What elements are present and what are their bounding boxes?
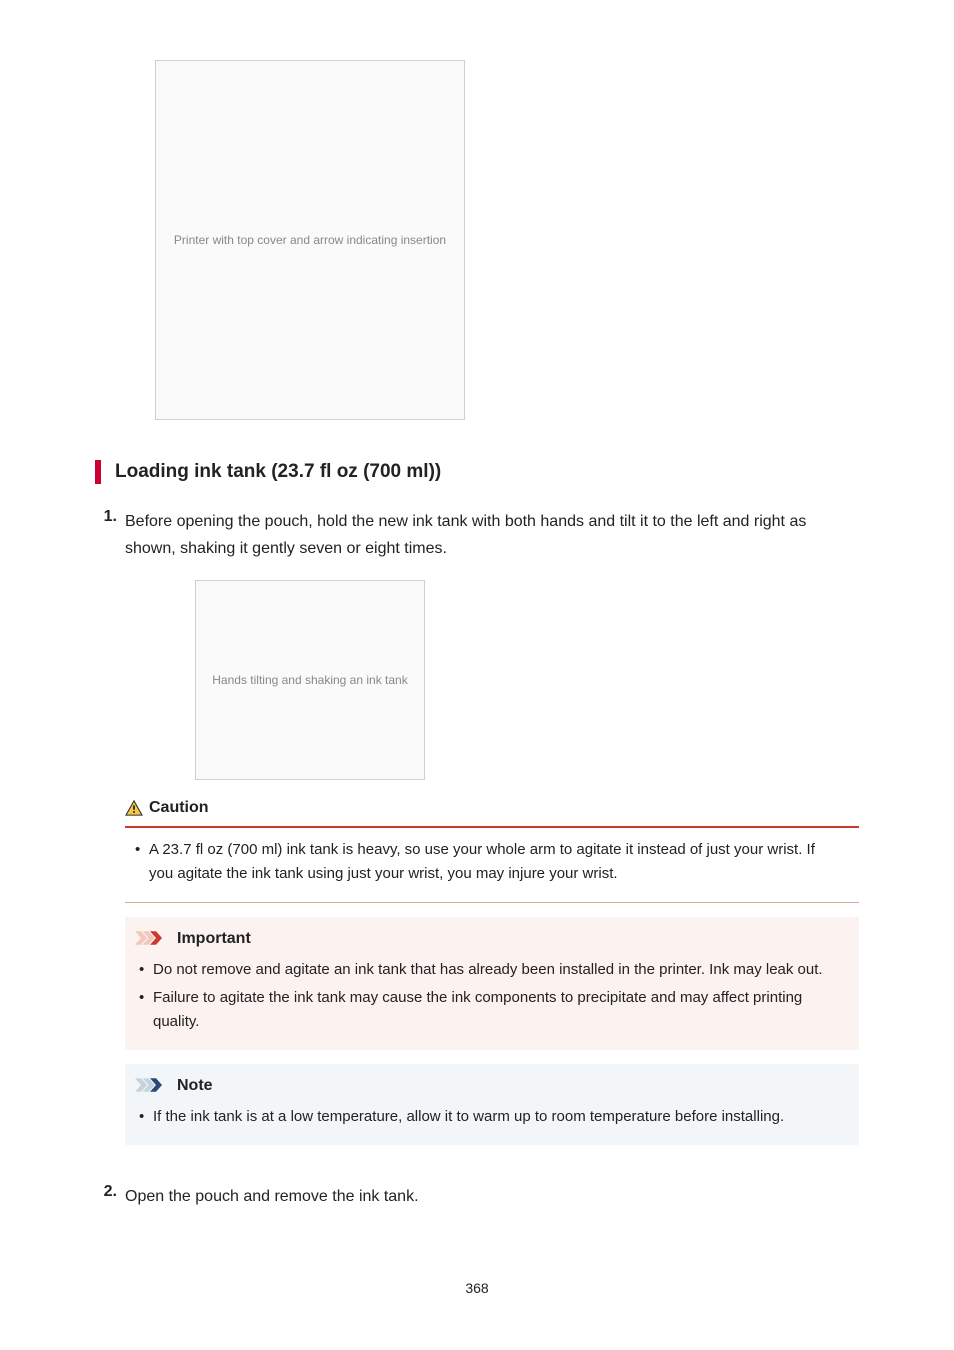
- figure-alt: Printer with top cover and arrow indicat…: [174, 233, 446, 247]
- caution-item: A 23.7 fl oz (700 ml) ink tank is heavy,…: [131, 838, 853, 886]
- warning-triangle-icon: [125, 800, 143, 816]
- important-bullets: Do not remove and agitate an ink tank th…: [135, 958, 849, 1034]
- section-heading-row: Loading ink tank (23.7 fl oz (700 ml)): [95, 460, 859, 484]
- chevrons-icon: [135, 930, 171, 946]
- chevrons-icon: [135, 1077, 171, 1093]
- step-body: Open the pouch and remove the ink tank.: [125, 1183, 859, 1210]
- step-number: 1.: [95, 508, 125, 1159]
- figure-alt: Hands tilting and shaking an ink tank: [212, 670, 407, 690]
- caution-label: Caution: [149, 794, 209, 821]
- figure-printer-cover: Printer with top cover and arrow indicat…: [155, 60, 465, 420]
- caution-header: Caution: [125, 794, 859, 825]
- important-item: Do not remove and agitate an ink tank th…: [135, 958, 849, 982]
- step-number: 2.: [95, 1183, 125, 1210]
- note-bullets: If the ink tank is at a low temperature,…: [135, 1105, 849, 1129]
- note-label: Note: [177, 1072, 213, 1099]
- caution-bullets: A 23.7 fl oz (700 ml) ink tank is heavy,…: [131, 838, 853, 886]
- important-header: Important: [135, 925, 849, 952]
- figure-shake-ink-tank: Hands tilting and shaking an ink tank: [195, 580, 425, 780]
- page-content: Printer with top cover and arrow indicat…: [0, 0, 954, 1336]
- steps-list: 1. Before opening the pouch, hold the ne…: [95, 508, 859, 1210]
- section-heading: Loading ink tank (23.7 fl oz (700 ml)): [115, 461, 441, 483]
- important-callout: Important Do not remove and agitate an i…: [125, 917, 859, 1050]
- page-number: 368: [95, 1280, 859, 1296]
- caution-box: A 23.7 fl oz (700 ml) ink tank is heavy,…: [125, 826, 859, 903]
- caution-callout: Caution A 23.7 fl oz (700 ml) ink tank i…: [125, 794, 859, 902]
- note-item: If the ink tank is at a low temperature,…: [135, 1105, 849, 1129]
- step-body: Before opening the pouch, hold the new i…: [125, 508, 859, 1159]
- step-text: Before opening the pouch, hold the new i…: [125, 508, 859, 562]
- note-callout: Note If the ink tank is at a low tempera…: [125, 1064, 859, 1145]
- step-item: 2. Open the pouch and remove the ink tan…: [95, 1183, 859, 1210]
- important-label: Important: [177, 925, 251, 952]
- section-heading-bar: [95, 460, 101, 484]
- note-header: Note: [135, 1072, 849, 1099]
- step-text: Open the pouch and remove the ink tank.: [125, 1183, 859, 1210]
- step-item: 1. Before opening the pouch, hold the ne…: [95, 508, 859, 1159]
- important-item: Failure to agitate the ink tank may caus…: [135, 986, 849, 1034]
